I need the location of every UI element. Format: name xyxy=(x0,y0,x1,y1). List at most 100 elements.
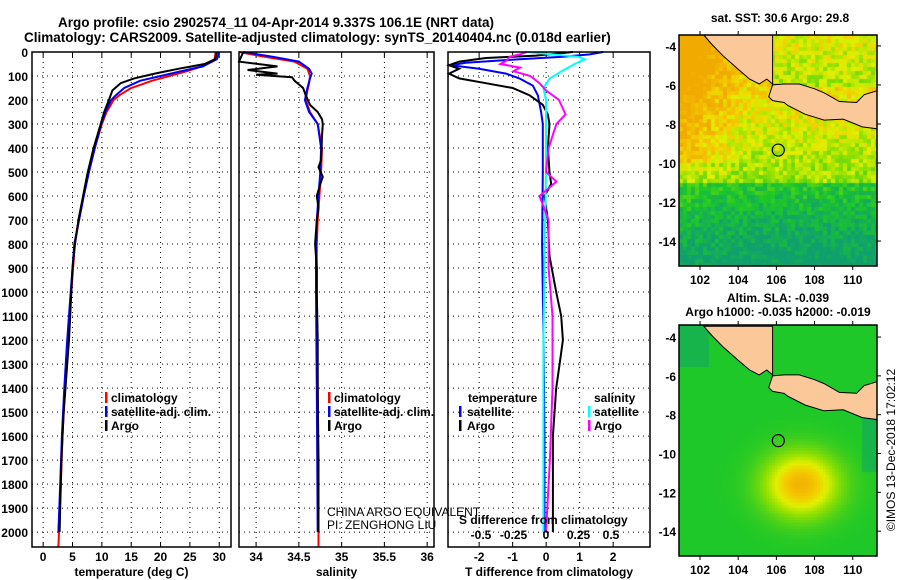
temperature-panel: 0 5 10 15 20 25 30 temperature (deg C) 0 100 200 30… xyxy=(1,46,232,579)
temperature-x-axis-label: temperature (deg C) xyxy=(74,565,188,579)
lat-tick-label: -6 xyxy=(665,79,676,93)
depth-tick-label: 1700 xyxy=(1,454,28,468)
lat-tick-label: -8 xyxy=(665,118,676,132)
lon-tick-label: 106 xyxy=(766,273,786,287)
difference-series-temperature-argo xyxy=(446,51,574,533)
sla-map-title-2: Argo h1000: -0.035 h2000: -0.019 xyxy=(685,305,871,319)
temperature-x-tick-label: 5 xyxy=(69,550,76,564)
legend-label: Argo xyxy=(334,419,362,433)
land-sumatra xyxy=(702,325,774,376)
lon-tick-label: 110 xyxy=(843,563,863,577)
pi-line-2: PI: ZENGHONG LIU xyxy=(327,518,436,532)
depth-tick-label: 1800 xyxy=(1,478,28,492)
title-line-1: Argo profile: csio 2902574_11 04-Apr-201… xyxy=(58,15,494,30)
lon-tick-label: 104 xyxy=(728,563,748,577)
pi-line-1: CHINA ARGO EQUIVALENT xyxy=(327,505,481,519)
legend-swatch xyxy=(105,420,108,431)
lon-tick-label: 102 xyxy=(690,273,710,287)
difference-x2-tick-label: 0 xyxy=(543,528,550,542)
depth-tick-label: 1100 xyxy=(2,310,28,324)
depth-tick-label: 800 xyxy=(8,238,28,252)
depth-tick-label: 1400 xyxy=(1,382,28,396)
salinity-series-argo xyxy=(237,51,324,533)
legend-swatch xyxy=(459,406,462,417)
temperature-x-tick-label: 15 xyxy=(125,550,139,564)
depth-tick-label: 400 xyxy=(8,142,28,156)
difference-x2-tick-label: -0.5 xyxy=(471,528,492,542)
depth-tick-label: 500 xyxy=(8,166,28,180)
salinity-x-tick-label: 35 xyxy=(335,550,349,564)
temperature-x-tick-label: 20 xyxy=(154,550,168,564)
lat-tick-label: -4 xyxy=(665,40,676,54)
temperature-plot-frame xyxy=(31,51,232,548)
difference-x-tick-label: 2 xyxy=(610,550,617,564)
difference-x-axis-label: T difference from climatology xyxy=(465,565,633,579)
sst_map-overlay: 102 104 106 108 110 -4 -6 -8 -10 -12 -14 xyxy=(659,31,881,287)
difference-plot-frame xyxy=(447,51,651,548)
salinity-x-tick-label: 35.5 xyxy=(373,550,397,564)
difference-x-tick-label: 0 xyxy=(543,550,550,564)
lon-tick-label: 104 xyxy=(728,273,748,287)
temperature-x-tick-label: 30 xyxy=(213,550,227,564)
salinity-series-climatology xyxy=(238,51,324,547)
lat-tick-label: -10 xyxy=(659,157,677,171)
lat-tick-label: -14 xyxy=(659,525,677,539)
legend-swatch xyxy=(588,420,591,431)
depth-tick-label: 1900 xyxy=(1,502,28,516)
legend-label: satellite-adj. clim. xyxy=(111,405,211,419)
legend-swatch xyxy=(588,406,591,417)
salinity-x-tick-label: 34.5 xyxy=(287,550,311,564)
sla_map-frame xyxy=(678,324,878,557)
temperature-x-tick-label: 10 xyxy=(95,550,109,564)
depth-tick-label: 1600 xyxy=(1,430,28,444)
legend-swatch xyxy=(328,406,331,417)
depth-tick-label: 900 xyxy=(8,262,28,276)
land-sumatra xyxy=(702,34,774,86)
land-java xyxy=(768,83,878,130)
lat-tick-label: -12 xyxy=(659,486,677,500)
depth-tick-label: 2000 xyxy=(1,526,28,540)
legend-swatch xyxy=(105,392,108,403)
argo-position-marker xyxy=(771,434,785,448)
difference-x-tick-label: -2 xyxy=(474,550,485,564)
depth-tick-label: 1200 xyxy=(1,334,28,348)
difference-x2-axis-label: S difference from climatology xyxy=(459,513,628,527)
lon-tick-label: 108 xyxy=(805,563,825,577)
legend-title-temperature: temperature xyxy=(468,391,538,405)
lon-tick-label: 108 xyxy=(805,273,825,287)
legend-label: Argo xyxy=(111,419,139,433)
legend-label: satellite-adj. clim. xyxy=(334,405,434,419)
lat-tick-label: -12 xyxy=(659,196,677,210)
difference-series-salinity-satellite xyxy=(526,51,588,533)
salinity-plot-frame xyxy=(238,51,435,548)
legend-label: climatology xyxy=(111,391,178,405)
argo-position-marker xyxy=(771,143,785,157)
sla-map-field xyxy=(679,325,877,556)
difference-x2-tick-label: 0.25 xyxy=(567,528,591,542)
depth-tick-label: 700 xyxy=(8,214,28,228)
depth-tick-label: 1500 xyxy=(1,406,28,420)
legend-swatch xyxy=(328,392,331,403)
lon-tick-label: 102 xyxy=(690,563,710,577)
difference-series-temperature-satellite xyxy=(450,51,604,533)
legend-swatch xyxy=(459,420,462,431)
legend-swatch xyxy=(105,406,108,417)
difference-x2-tick-label: -0.25 xyxy=(500,528,528,542)
difference-x-tick-label: -1 xyxy=(507,550,518,564)
depth-tick-label: 600 xyxy=(8,190,28,204)
legend-label: Argo xyxy=(467,419,495,433)
depth-tick-label: 200 xyxy=(8,94,28,108)
difference-panel: -2 -1 0 1 2T difference from climatology temp… xyxy=(446,51,651,579)
sst-map-field xyxy=(679,35,877,266)
title-line-2: Climatology: CARS2009. Satellite-adjuste… xyxy=(24,30,611,45)
legend-title-salinity: salinity xyxy=(594,391,636,405)
legend-label: Argo xyxy=(594,419,622,433)
salinity-x-axis-label: salinity xyxy=(316,565,358,579)
legend-label: satellite xyxy=(594,405,639,419)
difference-x-tick-label: 1 xyxy=(576,550,583,564)
difference-series-salinity-argo xyxy=(497,51,567,533)
sla-map-title-1: Altim. SLA: -0.039 xyxy=(727,291,829,305)
sst-map-title: sat. SST: 30.6 Argo: 29.8 xyxy=(711,11,850,25)
legend-label: climatology xyxy=(334,391,401,405)
